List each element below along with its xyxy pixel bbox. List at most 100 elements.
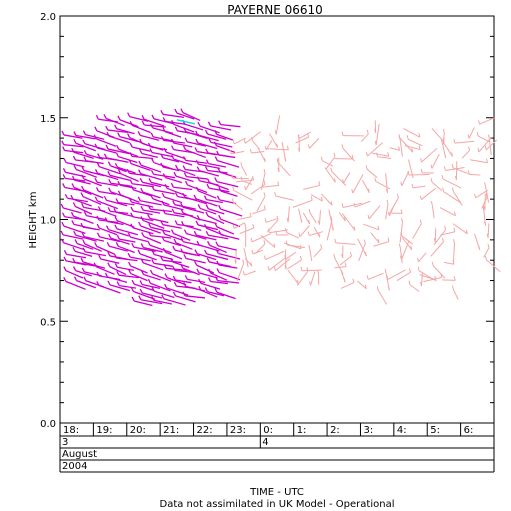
- wind-barb-tick: [387, 211, 390, 216]
- wind-barb: [236, 179, 254, 183]
- wind-barb: [153, 262, 174, 267]
- wind-barb-tick: [141, 120, 145, 126]
- wind-barb: [453, 191, 463, 206]
- wind-barb-tick: [94, 242, 98, 247]
- wind-barb: [287, 206, 290, 223]
- wind-barb-tick: [72, 257, 76, 263]
- wind-barb: [370, 232, 380, 244]
- wind-barb-tick: [128, 159, 132, 164]
- wind-barb-tick: [114, 224, 118, 230]
- wind-barb-tick: [108, 187, 112, 193]
- wind-barb: [130, 265, 148, 274]
- wind-barb: [173, 186, 193, 191]
- wind-barb-tick: [127, 133, 131, 138]
- wind-barb: [385, 203, 389, 220]
- wind-barb-tick: [240, 176, 243, 181]
- wind-barb-tick: [320, 196, 323, 202]
- wind-barb-tick: [83, 276, 87, 282]
- wind-barb-tick: [277, 167, 280, 172]
- wind-barb-tick: [141, 232, 145, 237]
- wind-barb-tick: [343, 278, 346, 283]
- wind-barb: [132, 216, 154, 222]
- wind-barb-tick: [218, 230, 222, 235]
- wind-barb: [251, 233, 271, 243]
- wind-barb: [341, 213, 356, 231]
- wind-barb-tick: [484, 255, 487, 260]
- wind-barb-tick: [440, 273, 443, 278]
- wind-barb-tick: [330, 216, 333, 221]
- wind-barb: [217, 280, 239, 284]
- wind-barb: [117, 266, 134, 272]
- wind-barb: [107, 129, 129, 134]
- wind-barb-tick: [116, 144, 120, 150]
- wind-barb-tick: [218, 186, 222, 192]
- wind-barb-tick: [214, 156, 218, 161]
- year-label: 2004: [62, 461, 87, 472]
- wind-barb: [412, 223, 422, 240]
- wind-barb: [199, 207, 217, 215]
- wind-barb-tick: [484, 145, 487, 150]
- wind-barb: [162, 157, 180, 163]
- wind-barb: [63, 144, 84, 148]
- wind-barb: [479, 117, 495, 125]
- wind-barb-tick: [172, 245, 176, 251]
- wind-barb: [197, 134, 219, 142]
- wind-barb-tick: [149, 148, 153, 153]
- wind-barb-tick: [417, 266, 420, 271]
- wind-barb: [118, 245, 135, 254]
- wind-barb-tick: [160, 220, 164, 225]
- wind-barb-tick: [433, 238, 436, 243]
- time-tick-label: 3:: [363, 425, 373, 436]
- wind-barb-tick: [284, 157, 287, 162]
- wind-barb: [398, 136, 414, 153]
- wind-barb-tick: [420, 157, 423, 163]
- wind-barb: [220, 218, 241, 228]
- wind-barb-tick: [150, 123, 154, 129]
- wind-barb-tick: [138, 221, 142, 227]
- wind-barb-tick: [195, 186, 200, 192]
- wind-barb: [487, 223, 490, 238]
- wind-barb: [63, 207, 82, 214]
- wind-barb: [153, 299, 172, 305]
- wind-barb: [218, 154, 236, 159]
- time-tick-label: 19:: [96, 425, 112, 436]
- wind-barb: [269, 229, 289, 234]
- wind-barb: [142, 181, 162, 188]
- wind-barb-tick: [299, 255, 302, 261]
- wind-barb-tick: [263, 255, 266, 260]
- wind-barb-tick: [250, 237, 253, 242]
- wind-barb-tick: [477, 147, 480, 152]
- wind-barb: [485, 139, 498, 151]
- wind-barb: [85, 160, 104, 165]
- wind-barb-tick: [147, 278, 151, 284]
- wind-barb: [117, 166, 136, 174]
- wind-barb-tick: [131, 242, 135, 248]
- wind-barb: [452, 289, 459, 300]
- wind-barb-tick: [73, 138, 77, 144]
- wind-barb: [75, 234, 97, 242]
- wind-barb-tick: [441, 237, 444, 243]
- wind-barb-tick: [164, 184, 168, 189]
- wind-barb-tick: [70, 211, 75, 217]
- wind-barb: [354, 200, 371, 208]
- wind-barb-tick: [151, 185, 155, 191]
- wind-barb: [375, 123, 380, 146]
- wind-barb: [208, 163, 226, 168]
- wind-barb-tick: [96, 215, 100, 221]
- wind-barb-tick: [232, 224, 235, 229]
- wind-barb-tick: [377, 225, 380, 230]
- wind-barb: [65, 161, 85, 168]
- wind-barb: [86, 153, 104, 160]
- wind-barb: [97, 200, 118, 210]
- wind-barb: [409, 284, 420, 292]
- wind-barb-tick: [73, 276, 78, 281]
- wind-barb: [83, 178, 102, 187]
- wind-barb-tick: [251, 136, 254, 142]
- wind-barb: [143, 273, 161, 281]
- wind-barb-tick: [180, 208, 184, 214]
- wind-barb-tick: [478, 120, 481, 125]
- wind-barb: [85, 251, 107, 257]
- wind-barb-tick: [107, 207, 111, 212]
- wind-barb: [164, 131, 182, 138]
- wind-barb-tick: [184, 275, 188, 280]
